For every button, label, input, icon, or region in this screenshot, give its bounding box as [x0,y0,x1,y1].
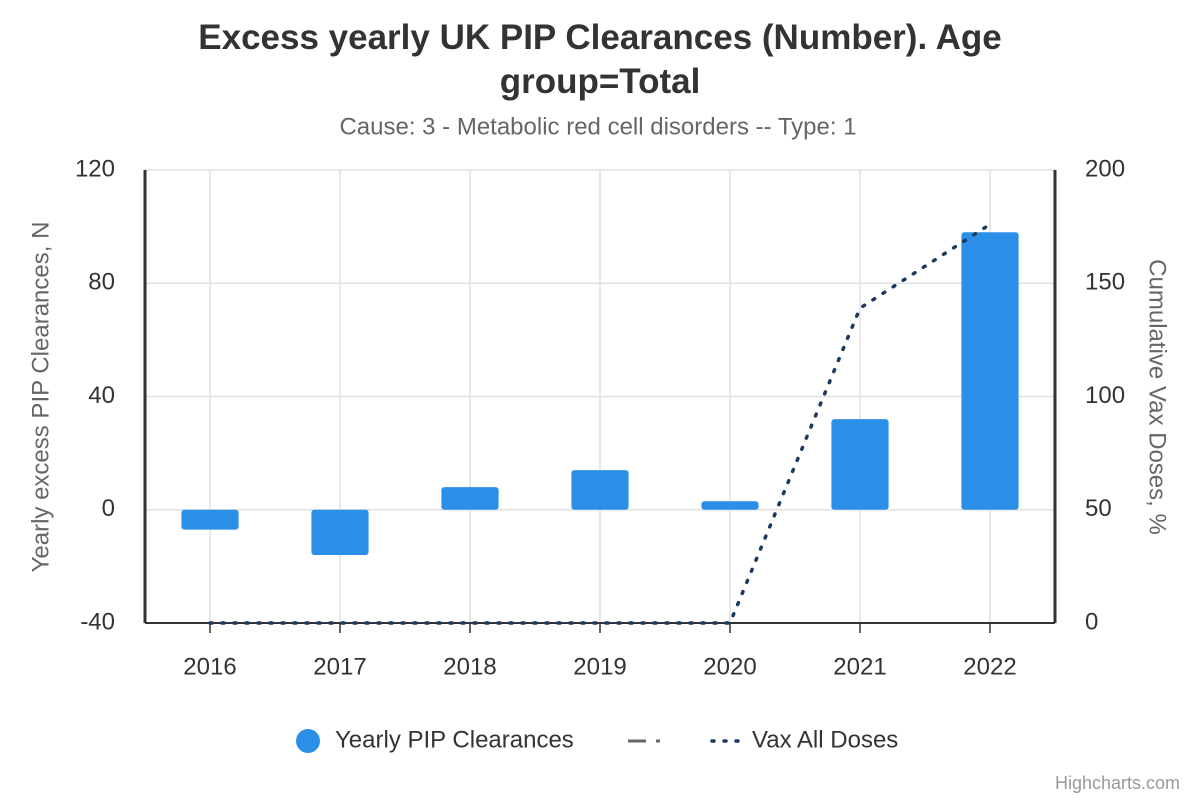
bar [701,501,759,510]
grid [145,169,1055,624]
y-tick-label: 40 [88,382,115,409]
bar [831,419,889,510]
y2-tick-label: 150 [1085,269,1125,296]
y-tick-label: 120 [75,155,115,182]
y-tick-label: 80 [88,269,115,296]
legend-label[interactable]: Vax All Doses [752,726,898,753]
bar [311,509,369,556]
bar [961,232,1019,510]
x-tick-label: 2019 [573,653,626,680]
y2-axis-title: Cumulative Vax Doses, % [1144,259,1171,535]
x-tick-label: 2021 [833,653,886,680]
y-tick-label: 0 [102,495,115,522]
legend-symbol [296,729,320,753]
y2-tick-label: 0 [1085,608,1098,635]
legend-label[interactable]: Yearly PIP Clearances [335,726,574,753]
chart-title: Excess yearly UK PIP Clearances (Number)… [198,18,1002,101]
x-tick-label: 2020 [703,653,756,680]
credits: Highcharts.com [1055,773,1180,793]
bar [441,487,499,510]
y-axis-title: Yearly excess PIP Clearances, N [27,222,54,573]
x-tick-label: 2018 [443,653,496,680]
x-tick-label: 2016 [183,653,236,680]
x-tick-label: 2022 [963,653,1016,680]
bar [571,470,629,510]
y2-tick-label: 50 [1085,495,1112,522]
x-tick-label: 2017 [313,653,366,680]
y-tick-label: -40 [80,608,115,635]
subtitle: Cause: 3 - Metabolic red cell disorders … [339,113,856,140]
y2-tick-label: 200 [1085,155,1125,182]
y2-tick-label: 100 [1085,382,1125,409]
bar [181,509,239,530]
